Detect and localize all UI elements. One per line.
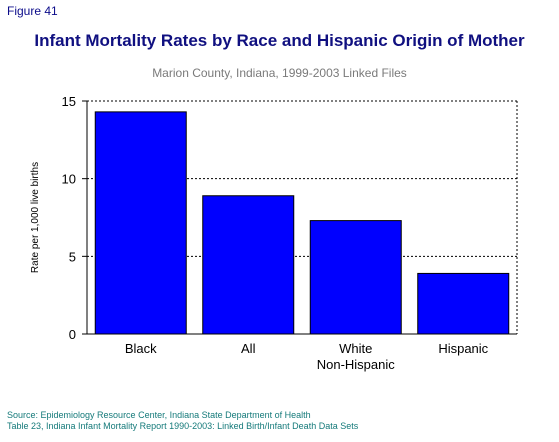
x-tick-label: Black: [125, 341, 157, 356]
x-tick-label: Hispanic: [438, 341, 488, 356]
y-axis-label: Rate per 1,000 live births: [30, 162, 41, 273]
x-tick-label: All: [241, 341, 256, 356]
x-tick-label: White Non-Hispanic: [317, 341, 396, 372]
source-line-1: Source: Epidemiology Resource Center, In…: [7, 410, 311, 420]
source-line-2: Table 23, Indiana Infant Mortality Repor…: [7, 421, 359, 431]
bar: [309, 220, 402, 335]
y-tick-label: 15: [62, 94, 76, 109]
figure-label: Figure 41: [7, 4, 58, 18]
chart-subtitle: Marion County, Indiana, 1999-2003 Linked…: [152, 66, 407, 80]
y-tick-label: 5: [69, 249, 76, 264]
chart-title: Infant Mortality Rates by Race and Hispa…: [34, 31, 525, 50]
y-tick-label: 0: [69, 327, 76, 342]
bar: [202, 195, 295, 335]
y-tick-label: 10: [62, 172, 76, 187]
bar: [94, 111, 187, 335]
source-note: Source: Epidemiology Resource Center, In…: [7, 410, 358, 432]
bar: [417, 272, 510, 335]
